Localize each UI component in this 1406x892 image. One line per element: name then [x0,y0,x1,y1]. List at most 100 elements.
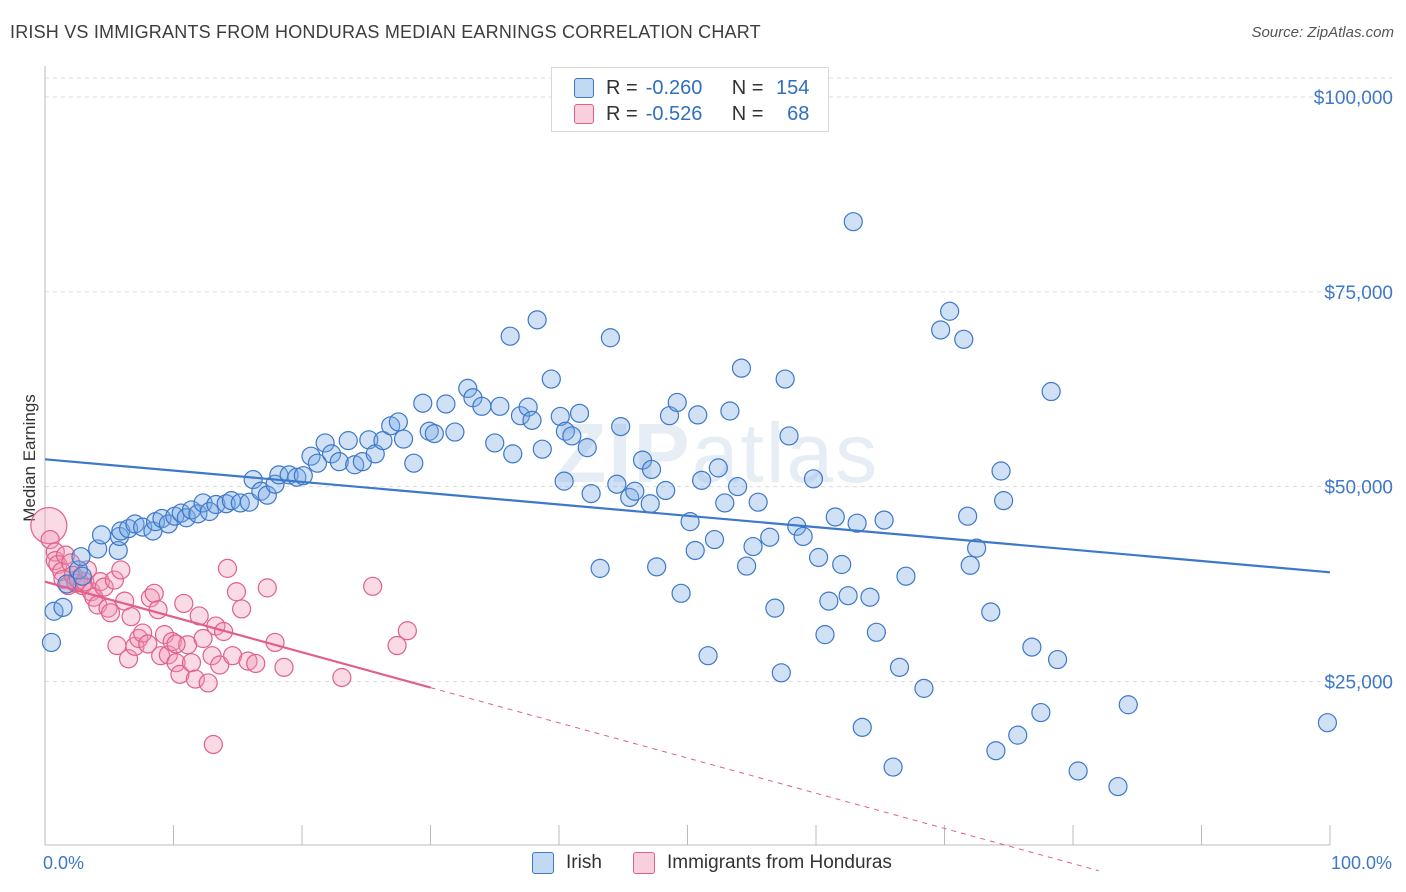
irish-point [206,494,226,515]
irish-point [91,525,112,545]
irish-point [715,493,735,513]
r-value: -0.260 [645,76,703,99]
honduras-point [100,603,121,623]
y-tick-label: $50,000 [1324,478,1393,499]
honduras-point [181,653,202,673]
honduras-point [111,560,131,580]
irish-point [994,491,1014,511]
irish-trend-line [44,458,1331,574]
irish-point [1047,649,1068,670]
irish-point [413,393,433,413]
correlation-legend: R = -0.260 N = 154 R = -0.526 N = 68 [551,67,829,132]
irish-point [620,487,640,508]
irish-point [731,358,752,378]
irish-swatch [532,852,554,874]
honduras-point [257,578,277,598]
n-value: 154 [776,76,810,99]
irish-point [373,431,393,451]
irish-point [692,470,712,490]
irish-point [1118,695,1138,715]
irish-point [847,513,867,533]
irish-point [765,598,785,618]
irish-point [472,396,492,416]
irish-point [958,506,978,526]
irish-point [779,426,799,446]
irish-point [485,433,505,453]
honduras-point [387,635,407,656]
irish-point [866,622,886,642]
irish-point [748,492,768,512]
r-value: -0.526 [645,102,703,125]
legend-label-irish: Irish [566,852,602,873]
honduras-point [40,529,60,550]
irish-point [688,405,708,425]
irish-point [843,212,863,232]
legend-item-irish[interactable]: Irish [532,852,602,874]
irish-point [771,663,791,683]
irish-point [1031,702,1051,723]
irish-point [158,514,178,534]
irish-point [720,401,740,421]
irish-point [243,469,263,490]
y-tick-label: $25,000 [1324,672,1393,693]
irish-point [527,310,547,330]
irish-point [625,481,645,501]
irish-point [554,471,574,491]
honduras-point [203,734,223,755]
irish-point [808,547,829,568]
legend-row-honduras: R = -0.526 N = 68 [574,102,809,126]
honduras-point [174,593,194,614]
irish-point [832,554,852,575]
y-tick-label: $100,000 [1314,88,1393,109]
irish-point [825,507,845,527]
irish-point [954,329,974,349]
irish-point [685,540,705,561]
irish-point [541,369,561,389]
legend-row-irish: R = -0.260 N = 154 [574,76,809,100]
tick-labels: $25,000 $50,000 $75,000 $100,000 0.0% 100.0% [43,88,1393,873]
honduras-point [104,570,124,590]
irish-point [760,527,780,547]
n-label: N = [731,76,764,99]
irish-point [458,378,478,399]
irish-point [641,459,662,480]
legend-item-honduras[interactable]: Immigrants from Honduras [633,852,892,874]
irish-point [611,416,631,437]
honduras-point [198,673,218,693]
irish-point [647,557,667,577]
honduras-point [138,634,158,654]
irish-point [188,504,208,524]
honduras-point [226,582,247,602]
irish-point [656,480,676,501]
irish-point [743,536,763,557]
irish-point [359,430,379,450]
irish-point [329,452,349,472]
irish-points [41,212,1338,797]
irish-point [640,494,660,514]
honduras-point [148,600,168,620]
irish-point [393,429,414,449]
honduras-point [397,621,417,641]
irish-point [819,591,839,611]
irish-point [436,394,456,414]
honduras-point [133,623,153,643]
irish-point [550,406,570,427]
honduras-point [166,634,186,654]
irish-point [967,538,987,558]
irish-point [503,444,523,464]
irish-point [345,455,365,475]
honduras-points [30,506,417,755]
honduras-point [238,651,258,671]
irish-point [1068,761,1088,781]
irish-point [775,369,795,389]
honduras-point [363,576,383,596]
irish-point [71,547,91,567]
y-tick-label: $75,000 [1324,283,1393,304]
honduras-point [217,558,238,578]
irish-point [671,583,691,603]
irish-point [896,566,916,586]
watermark: ZIPatlas [555,405,879,502]
irish-point [728,476,748,497]
irish-point [852,717,872,737]
irish-point [500,326,520,346]
